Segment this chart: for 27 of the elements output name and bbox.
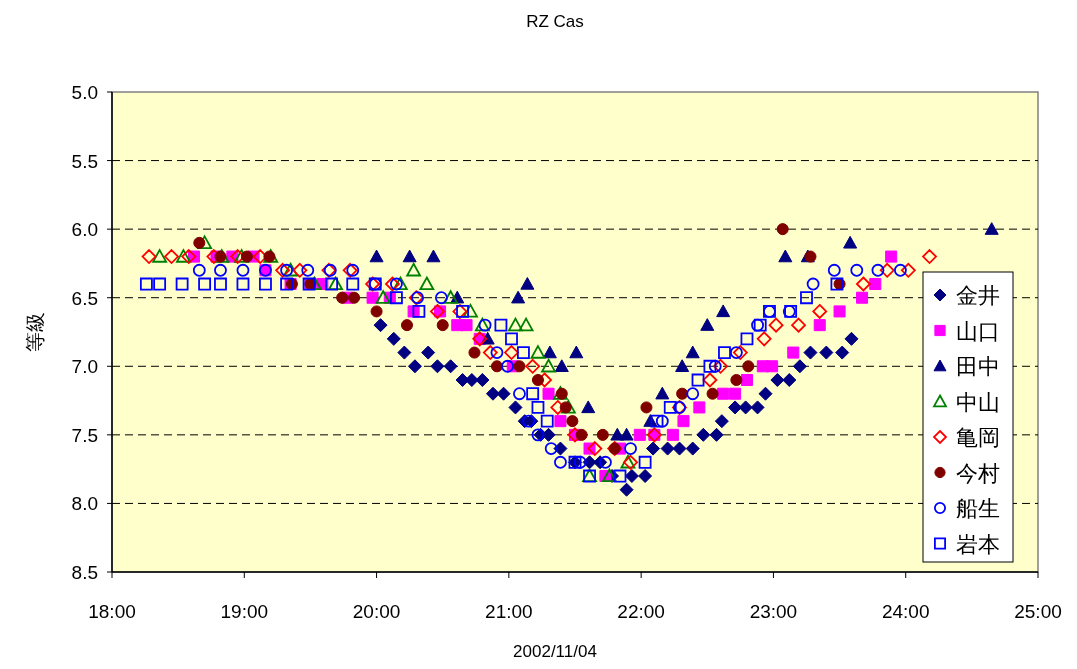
y-tick-label: 5.0 xyxy=(71,82,98,103)
legend-label: 金井 xyxy=(956,283,1000,308)
y-tick-label: 8.5 xyxy=(71,562,98,583)
x-tick-label: 24:00 xyxy=(881,601,930,622)
x-tick-label: 25:00 xyxy=(1014,601,1062,622)
y-tick-label: 5.5 xyxy=(71,150,98,172)
x-tick-label: 20:00 xyxy=(352,601,401,622)
legend-label: 岩本 xyxy=(956,531,1000,557)
legend-label: 亀岡 xyxy=(956,425,1000,450)
y-tick-label: 7.0 xyxy=(71,356,98,378)
y-tick-label: 8.0 xyxy=(71,493,98,515)
legend-label: 山口 xyxy=(956,318,1000,344)
chart-title: RZ Cas xyxy=(526,12,584,31)
x-tick-label: 22:00 xyxy=(617,601,665,622)
y-axis-title: 等級 xyxy=(24,312,46,352)
legend-label: 中山 xyxy=(956,389,1000,415)
y-tick-label: 7.5 xyxy=(71,424,98,446)
legend-label: 田中 xyxy=(956,354,1000,379)
x-tick-label: 19:00 xyxy=(220,601,269,622)
x-tick-label: 21:00 xyxy=(485,601,533,622)
x-tick-label: 18:00 xyxy=(88,601,136,622)
y-tick-label: 6.5 xyxy=(71,287,98,309)
x-axis-title: 2002/11/04 xyxy=(513,642,597,661)
legend-label: 今村 xyxy=(956,460,1000,486)
legend-label: 船生 xyxy=(956,496,1000,521)
y-tick-label: 6.0 xyxy=(71,219,98,241)
x-tick-label: 23:00 xyxy=(749,601,798,622)
